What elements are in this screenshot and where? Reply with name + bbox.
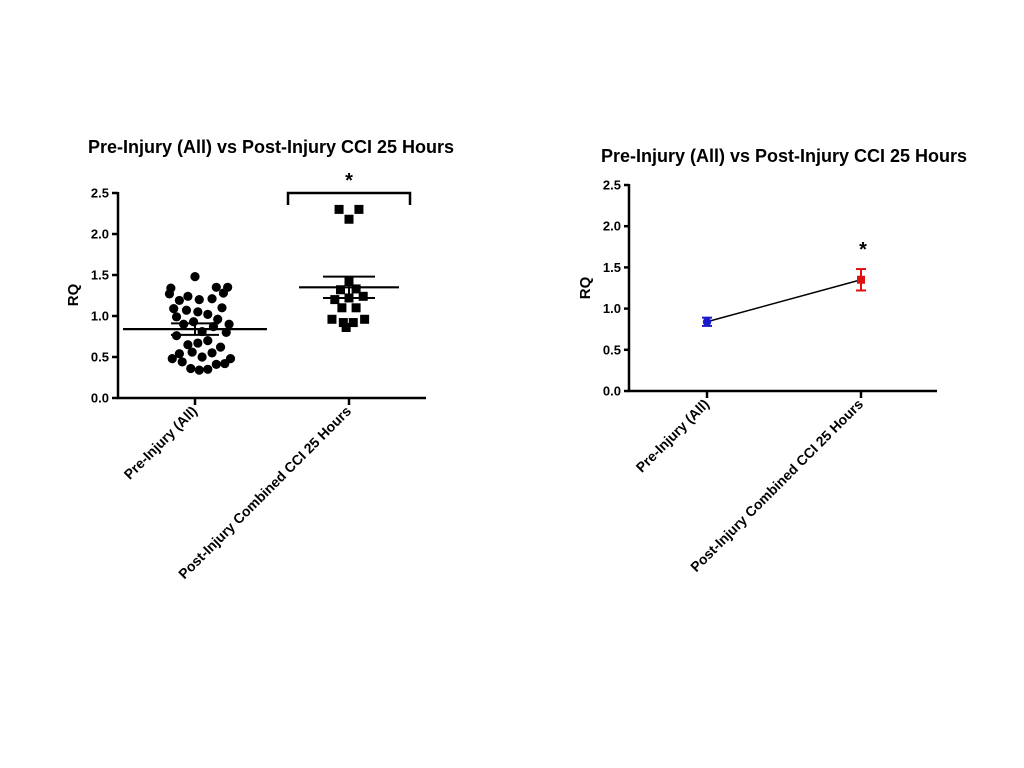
data-point [354,204,364,214]
data-point [211,282,221,292]
data-point [351,284,361,294]
y-tick-label: 0.5 [91,350,109,365]
y-tick-label: 2.0 [91,227,109,242]
y-tick-labels: 0.0 0.5 1.0 1.5 2.0 2.5 [603,178,629,399]
data-point [187,347,197,357]
chart-title: Pre-Injury (All) vs Post-Injury CCI 25 H… [601,146,967,166]
data-point [166,283,176,293]
data-point [183,340,193,350]
data-point [197,352,207,362]
data-point [171,312,182,322]
data-point [190,272,200,282]
data-point [207,348,217,358]
y-tick-label: 1.5 [91,268,109,283]
data-point [358,291,368,301]
data-point [181,305,192,315]
data-point [341,322,351,332]
y-tick-label: 1.0 [91,309,109,324]
data-point [183,291,193,301]
chart-title: Pre-Injury (All) vs Post-Injury CCI 25 H… [88,137,454,157]
data-point [337,303,347,313]
data-point [338,318,348,328]
y-tick-label: 1.0 [603,301,621,316]
significance-marker: * [345,170,353,192]
data-point [193,338,203,348]
data-point [344,214,354,224]
data-point [203,309,213,319]
data-point [167,354,177,364]
data-point [207,294,217,304]
data-point [223,282,233,292]
data-point [348,318,358,328]
data-point [211,359,221,369]
data-point [188,317,199,327]
y-tick-label: 2.5 [603,178,621,193]
series-line [706,279,862,323]
data-point [174,295,184,306]
data-point [177,357,187,367]
data-point [169,304,179,314]
significance-bracket [286,191,412,205]
y-tick-label: 0.0 [603,384,621,399]
data-points [123,204,399,375]
data-point [330,295,340,305]
data-point [203,336,213,346]
y-axis-label: RQ [577,276,594,299]
data-point [186,363,196,374]
data-point [217,303,227,313]
data-point [327,314,337,324]
y-axis-label: RQ [65,283,82,306]
data-point [857,275,865,284]
data-point [335,285,345,295]
data-point [193,307,203,317]
y-tick-label: 2.5 [91,186,109,201]
data-point [351,303,361,313]
data-point [203,364,213,374]
data-point [702,317,712,326]
data-point [215,342,226,352]
data-point [194,295,204,305]
data-point [174,349,184,359]
data-point [213,314,223,324]
data-point [194,365,204,375]
y-tick-labels: 0.0 0.5 1.0 1.5 2.0 2.5 [91,186,118,406]
y-tick-label: 1.5 [603,260,621,275]
y-tick-label: 0.0 [91,391,109,406]
significance-marker: * [859,239,867,261]
data-points [702,268,866,327]
data-point [224,319,234,329]
data-point [334,204,344,214]
data-point [360,314,370,324]
data-point [225,354,236,364]
y-tick-label: 2.0 [603,219,621,234]
y-tick-label: 0.5 [603,342,621,357]
